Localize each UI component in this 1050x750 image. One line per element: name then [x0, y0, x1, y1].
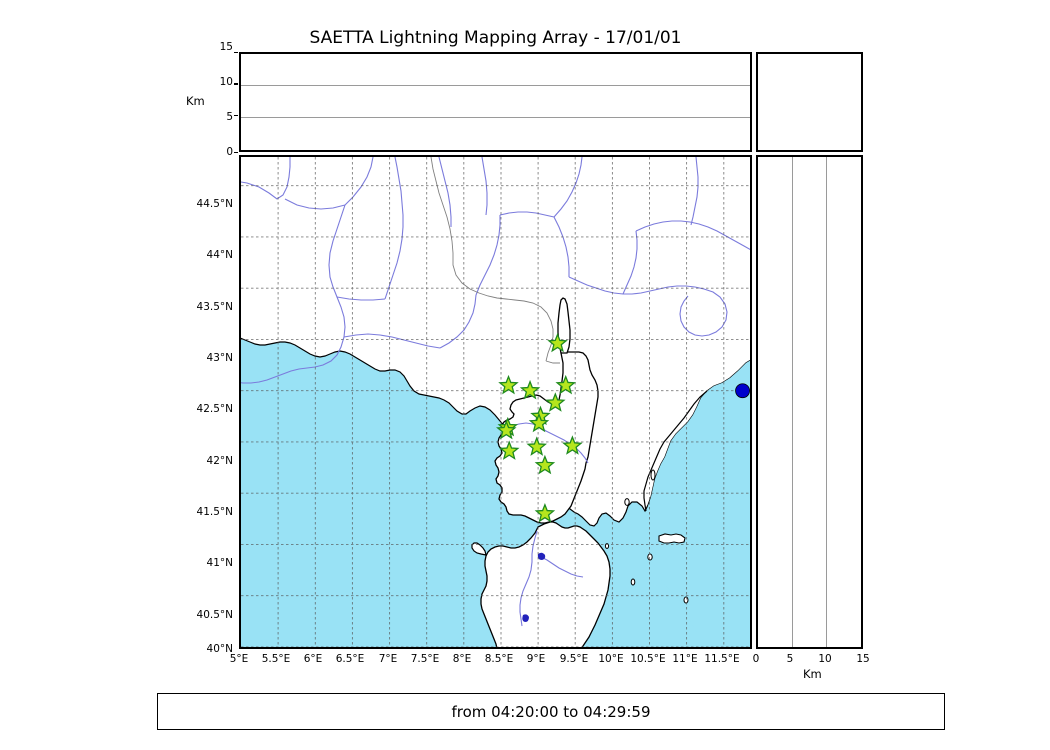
station-marker[interactable]: [562, 435, 583, 455]
tick-top-15: [234, 52, 238, 54]
tick-top-5: [234, 114, 238, 116]
xtick-map-6_5E: 6.5°E: [335, 653, 365, 665]
xtick-right-0: 0: [752, 653, 760, 665]
lightning-source-markers: [735, 383, 750, 399]
ytick-top-5: 5: [226, 111, 233, 123]
xtick-map-9E: 9°E: [526, 653, 546, 665]
xtick-map-10_5E: 10.5°E: [630, 653, 666, 665]
ytick-map-41_5: 41.5°N: [196, 506, 233, 518]
xtick-map-8_5E: 8.5°E: [484, 653, 514, 665]
station-marker[interactable]: [526, 436, 547, 456]
map-gridlines: [241, 157, 750, 647]
xtick-map-10E: 10°E: [598, 653, 624, 665]
xtick-right-15: 15: [856, 653, 870, 665]
xtick-map-9_5E: 9.5°E: [559, 653, 589, 665]
tick-top-10: [234, 83, 238, 85]
landmass-corsica: [494, 351, 599, 524]
ytick-map-42_5: 42.5°N: [196, 403, 233, 415]
ytick-map-44_5: 44.5°N: [196, 198, 233, 210]
ytick-map-44: 44°N: [206, 249, 233, 261]
ligurian-sea-wedge: [647, 360, 750, 647]
ytick-map-43_5: 43.5°N: [196, 301, 233, 313]
station-marker[interactable]: [547, 332, 568, 353]
top-panel-ylabel: Km: [186, 94, 205, 108]
station-marker[interactable]: [534, 502, 556, 523]
river-golo: [505, 422, 589, 464]
administrative-borders: [430, 157, 560, 364]
xtick-map-6E: 6°E: [303, 653, 323, 665]
xtick-map-11_5E: 11.5°E: [704, 653, 740, 665]
landmass-sardinia: [480, 521, 611, 647]
station-marker[interactable]: [496, 419, 517, 440]
xtick-map-7_5E: 7.5°E: [410, 653, 440, 665]
lma-station-markers[interactable]: [496, 332, 583, 523]
station-marker[interactable]: [519, 379, 541, 400]
ytick-map-41: 41°N: [206, 557, 233, 569]
map-graphic: [241, 157, 750, 647]
ytick-map-40: 40°N: [206, 643, 233, 655]
islet-north: [650, 469, 656, 481]
xtick-map-11E: 11°E: [672, 653, 698, 665]
river-sardinia-2: [540, 556, 584, 578]
ytick-map-42: 42°N: [206, 455, 233, 467]
xtick-map-8E: 8°E: [452, 653, 472, 665]
islet-giglio: [683, 596, 689, 604]
station-marker[interactable]: [545, 392, 566, 412]
ytick-top-10: 10: [219, 76, 233, 88]
gridline-alt-10: [241, 85, 750, 87]
map-panel[interactable]: [239, 155, 752, 649]
xtick-map-7E: 7°E: [378, 653, 398, 665]
ytick-map-43: 43°N: [206, 352, 233, 364]
altitude-latitude-panel: [756, 155, 863, 649]
italy-west-coastline: [643, 390, 708, 512]
xtick-right-5: 5: [786, 653, 794, 665]
rivers-mainland: [241, 157, 750, 384]
gridline-km-5: [791, 157, 793, 647]
lake-sardinia-1: [537, 552, 546, 560]
islet-pianosa: [647, 553, 653, 561]
station-marker[interactable]: [555, 374, 576, 395]
river-sardinia-1: [519, 530, 538, 627]
page-title: SAETTA Lightning Mapping Array - 17/01/0…: [309, 28, 682, 48]
source-marker: [735, 383, 750, 399]
lake-sardinia-2: [522, 614, 529, 622]
ytick-top-15: 15: [219, 41, 233, 53]
altitude-longitude-panel: [239, 52, 752, 152]
station-marker[interactable]: [534, 454, 556, 475]
xtick-right-10: 10: [818, 653, 832, 665]
station-marker[interactable]: [528, 412, 550, 433]
ytick-top-0: 0: [226, 146, 233, 158]
station-marker[interactable]: [498, 440, 520, 460]
tick-top-0: [234, 152, 238, 154]
xtick-map-5E: 5°E: [229, 653, 249, 665]
time-range-text: from 04:20:00 to 04:29:59: [451, 702, 651, 721]
island-elba: [658, 533, 686, 544]
islet-capraia: [624, 498, 630, 506]
gridline-alt-5: [241, 116, 750, 118]
ytick-map-40_5: 40.5°N: [196, 609, 233, 621]
right-panel-xlabel: Km: [803, 667, 822, 681]
gridline-km-10: [826, 157, 828, 647]
time-range-box: from 04:20:00 to 04:29:59: [157, 693, 945, 730]
corner-panel: [756, 52, 863, 152]
xtick-map-5_5E: 5.5°E: [261, 653, 291, 665]
station-marker[interactable]: [498, 374, 519, 395]
islet-montecristo: [630, 578, 636, 586]
